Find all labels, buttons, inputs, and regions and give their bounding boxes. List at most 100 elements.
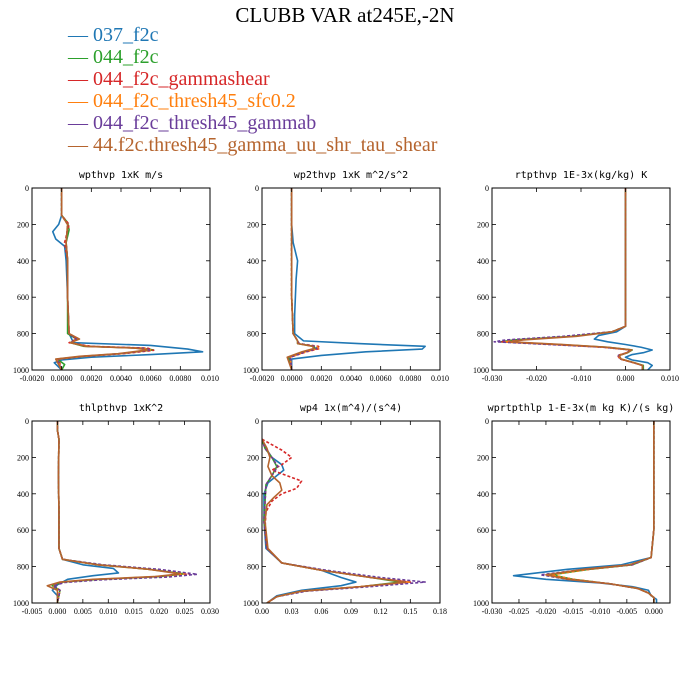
x-tick-label: 0.005 [74,607,92,616]
x-tick-label: 0.0020 [310,374,332,383]
legend-item-44-f2c-thresh45-gamma-uu-shr-tau-shear: — 44.f2c.thresh45_gamma_uu_shr_tau_shear [67,134,438,156]
x-tick-label: 0.010 [431,374,449,383]
x-tick-label: -0.005 [22,607,43,616]
y-tick-label: 600 [477,526,489,535]
series-group [262,438,426,603]
y-tick-label: 400 [17,257,29,266]
plot-frame [31,420,211,604]
y-tick-label: 1000 [13,599,29,608]
x-tick-label: 0.015 [125,607,143,616]
y-tick-label: 200 [247,453,259,462]
x-tick-label: 0.010 [99,607,117,616]
y-tick-label: 0 [25,184,29,193]
x-tick-label: -0.030 [482,374,503,383]
x-tick-label: 0.010 [661,374,679,383]
series-group [512,421,658,603]
y-tick-label: 1000 [243,599,259,608]
y-tick-label: 800 [477,330,489,339]
series-line-037-f2c [290,188,426,370]
series-group [51,188,204,370]
panel-title: wp4 1x(m^4)/(s^4) [300,403,402,414]
series-group [46,421,199,603]
y-tick-label: 1000 [473,366,489,375]
x-tick-label: -0.005 [617,607,638,616]
panel-3: rtpthvp 1E-3x(kg/kg) K -0.030 -0.020 -0.010… [473,170,679,383]
x-tick-label: 0.15 [403,607,417,616]
y-tick-label: 0 [255,417,259,426]
y-tick-label: 800 [477,563,489,572]
x-tick-label: 0.010 [201,374,219,383]
series-group [286,188,426,370]
y-tick-label: 200 [477,220,489,229]
x-tick-label: 0.12 [374,607,388,616]
x-tick-label: 0.0080 [169,374,191,383]
panel-6: wprtpthlp 1-E-3x(m kg K)/(s kg) -0.030 -0.… [473,403,674,616]
y-tick-label: 400 [247,490,259,499]
panel-1: wpthvp 1xK m/s -0.0020 0.0000 0.0020 0.0040 0… [13,170,219,383]
legend-item-044-f2c-thresh45-sfc0-2: — 044_f2c_thresh45_sfc0.2 [67,90,296,112]
x-tick-label: 0.00 [255,607,269,616]
legend: — 037_f2c— 044_f2c— 044_f2c_gammashear— … [67,24,438,156]
legend-item-044-f2c-thresh45-gammab: — 044_f2c_thresh45_gammab [67,112,316,134]
figure-title: CLUBB VAR at245E,-2N [235,3,454,27]
x-tick-label: 0.0040 [110,374,132,383]
series-line-44-f2c-thresh45-gamma-uu-shr-tau-shear [509,188,644,370]
series-line-044-f2c-thresh45-gammab [262,438,426,603]
x-tick-label: 0.000 [48,607,66,616]
x-tick-label: -0.020 [536,607,557,616]
y-tick-label: 0 [485,184,489,193]
y-tick-label: 400 [247,257,259,266]
x-tick-label: 0.0080 [399,374,421,383]
series-line-44-f2c-thresh45-gamma-uu-shr-tau-shear [545,421,655,603]
x-tick-label: 0.0000 [51,374,73,383]
y-tick-label: 600 [477,293,489,302]
x-tick-label: -0.025 [509,607,530,616]
x-tick-label: 0.0060 [140,374,162,383]
panels: wpthvp 1xK m/s-0.0020 0.0000 0.0020 0.0040 0… [13,170,679,616]
x-tick-label: -0.015 [563,607,584,616]
x-tick-label: -0.010 [590,607,611,616]
y-tick-label: 600 [247,293,259,302]
y-tick-label: 800 [247,563,259,572]
x-tick-label: 0.09 [344,607,358,616]
y-tick-label: 600 [247,526,259,535]
x-tick-label: 0.06 [314,607,328,616]
legend-item-044-f2c: — 044_f2c [67,46,159,68]
y-tick-label: 0 [25,417,29,426]
y-tick-label: 1000 [243,366,259,375]
series-line-44-f2c-thresh45-gamma-uu-shr-tau-shear [46,421,181,603]
y-tick-label: 1000 [473,599,489,608]
panel-2: wp2thvp 1xK m^2/s^2 -0.0020 0.0000 0.0020 0.… [243,170,449,383]
series-line-44-f2c-thresh45-gamma-uu-shr-tau-shear [54,188,149,370]
plot-frame [491,420,671,604]
series-line-44-f2c-thresh45-gamma-uu-shr-tau-shear [286,188,315,370]
y-tick-label: 200 [17,453,29,462]
x-tick-label: 0.0000 [281,374,303,383]
y-tick-label: 200 [17,220,29,229]
panel-title: wprtpthlp 1-E-3x(m kg K)/(s kg) [488,403,675,414]
y-tick-label: 400 [477,490,489,499]
y-tick-label: 1000 [13,366,29,375]
y-tick-label: 800 [17,330,29,339]
y-tick-label: 0 [255,184,259,193]
y-tick-label: 800 [17,563,29,572]
y-tick-label: 200 [477,453,489,462]
x-tick-label: 0.18 [433,607,447,616]
series-group [493,188,653,370]
x-tick-label: 0.0040 [340,374,362,383]
y-tick-label: 400 [17,490,29,499]
panel-title: wp2thvp 1xK m^2/s^2 [294,170,408,181]
x-tick-label: -0.0020 [20,374,45,383]
y-tick-label: 800 [247,330,259,339]
legend-item-044-f2c-gammashear: — 044_f2c_gammashear [67,68,270,90]
y-tick-label: 200 [247,220,259,229]
x-tick-label: -0.020 [526,374,547,383]
legend-item-037-f2c: — 037_f2c [67,24,159,46]
x-tick-label: 0.0060 [370,374,392,383]
x-tick-label: -0.010 [571,374,592,383]
panel-5: wp4 1x(m^4)/(s^4) 0.00 0.03 0.06 0.09 0.12 0.1… [243,403,447,616]
series-line-037-f2c [51,188,204,370]
y-tick-label: 400 [477,257,489,266]
x-tick-label: 0.000 [645,607,663,616]
